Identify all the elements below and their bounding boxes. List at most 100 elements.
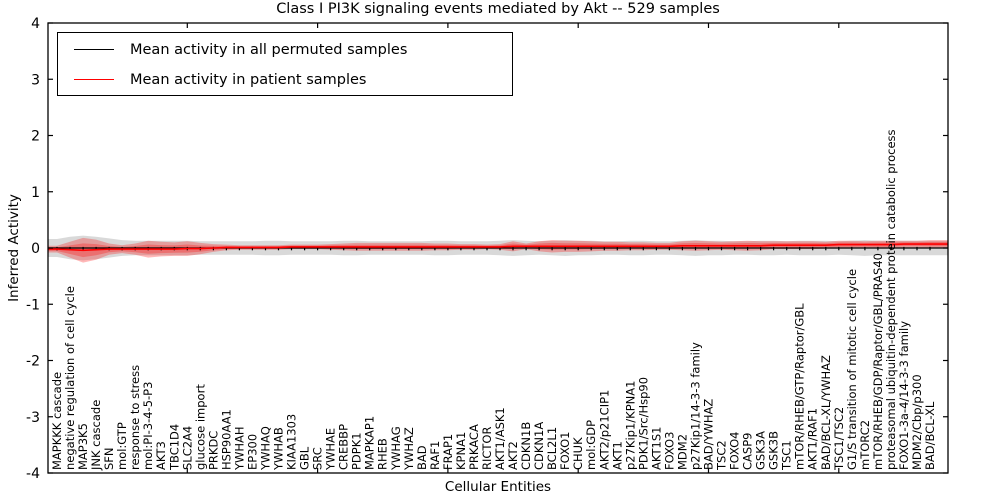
x-tick-label: YWHAQ xyxy=(258,426,272,471)
patient-spread-band xyxy=(48,237,948,263)
x-tick-label: RAF1 xyxy=(428,441,442,470)
x-tick-label: CHUK xyxy=(571,437,585,470)
permuted-marker xyxy=(629,246,631,251)
permuted-line-sample xyxy=(74,49,114,50)
x-tick-label: KPNA1 xyxy=(454,432,468,470)
permuted-marker xyxy=(903,246,905,251)
x-tick-label: CDKN1B xyxy=(519,422,533,470)
permuted-marker xyxy=(838,246,840,251)
x-tick-label: HSP90AA1 xyxy=(219,409,233,470)
permuted-marker xyxy=(916,246,918,251)
x-tick-label: AKT3 xyxy=(154,441,168,470)
permuted-marker xyxy=(877,246,879,251)
x-tick-label: AKT1/ASK1 xyxy=(493,407,507,470)
y-tick-label: -4 xyxy=(26,466,40,482)
permuted-marker xyxy=(890,246,892,251)
x-tick-label: FOXO1-3a-4/14-3-3 family xyxy=(897,321,911,470)
x-tick-label: MDM2 xyxy=(675,434,689,470)
x-tick-label: glucose import xyxy=(193,384,207,470)
permuted-marker xyxy=(734,246,736,251)
permuted-marker xyxy=(786,246,788,251)
x-tick-label: YWHAG xyxy=(389,426,403,471)
permuted-marker xyxy=(238,246,240,251)
permuted-marker xyxy=(447,246,449,251)
y-tick-label: 0 xyxy=(31,241,40,257)
permuted-marker xyxy=(681,246,683,251)
permuted-marker xyxy=(747,246,749,251)
legend-item-patient: Mean activity in patient samples xyxy=(58,66,512,93)
x-tick-label: GBL xyxy=(298,446,312,470)
x-tick-label: MDM2/Cbp/p300 xyxy=(910,374,924,470)
x-tick-label: YWHAB xyxy=(272,427,286,471)
permuted-marker xyxy=(525,246,527,251)
x-tick-label: p27Kip1/14-3-3 family xyxy=(688,342,702,470)
x-tick-label: KIAA1303 xyxy=(285,414,299,470)
x-tick-label: proteasomal ubiquitin-dependent protein … xyxy=(884,129,898,470)
permuted-marker xyxy=(356,246,358,251)
x-tick-label: RHEB xyxy=(376,438,390,470)
x-tick-label: YWHAE xyxy=(324,428,338,471)
permuted-marker xyxy=(812,246,814,251)
y-tick-label: 2 xyxy=(31,129,40,145)
x-tick-label: EP300 xyxy=(245,434,259,470)
x-tick-label: BAD/YWHAZ xyxy=(701,399,715,470)
permuted-marker xyxy=(82,246,84,251)
x-tick-label: FOXO3 xyxy=(662,432,676,470)
legend-item-permuted: Mean activity in all permuted samples xyxy=(58,36,512,63)
permuted-marker xyxy=(434,246,436,251)
permuted-marker xyxy=(590,246,592,251)
x-tick-label: TSC1/TSC2 xyxy=(832,407,846,471)
permuted-marker xyxy=(603,246,605,251)
permuted-marker xyxy=(277,246,280,251)
x-tick-label: mTORC2 xyxy=(858,420,872,470)
y-tick-label: -2 xyxy=(26,354,40,370)
permuted-marker xyxy=(577,246,579,251)
x-tick-label: mol:GTP xyxy=(115,422,129,470)
permuted-marker xyxy=(460,246,462,251)
x-axis-label: Cellular Entities xyxy=(444,479,552,495)
permuted-marker xyxy=(929,246,931,251)
x-tick-label: BAD/BCL-XL/YWHAZ xyxy=(819,355,833,470)
permuted-marker xyxy=(486,246,488,251)
x-tick-label: mol:PI-3-4-5-P3 xyxy=(141,382,155,470)
x-tick-label: PRKACA xyxy=(467,424,481,470)
x-tick-label: PDK1/Src/Hsp90 xyxy=(636,377,650,470)
permuted-marker xyxy=(69,246,71,251)
x-tick-label: GSK3B xyxy=(767,431,781,470)
x-tick-label: G1/S transition of mitotic cell cycle xyxy=(845,269,859,470)
axes-box xyxy=(47,22,949,474)
permuted-marker xyxy=(694,246,697,251)
x-tick-label: FRAP1 xyxy=(441,434,455,470)
permuted-marker xyxy=(343,246,345,251)
permuted-marker xyxy=(825,246,827,251)
x-tick-label: YWHAH xyxy=(232,426,246,471)
x-tick-label: GSK3A xyxy=(754,431,768,470)
x-tick-label: MAPKAP1 xyxy=(363,416,377,470)
permuted-marker xyxy=(512,246,514,251)
x-tick-label: PDPK1 xyxy=(350,432,364,470)
y-tick-label: -3 xyxy=(26,410,40,426)
permuted-marker xyxy=(642,246,644,251)
permuted-marker xyxy=(395,246,397,251)
x-tick-label: YWHAZ xyxy=(402,427,416,471)
y-tick-label: -1 xyxy=(26,297,40,313)
permuted-marker xyxy=(538,246,540,251)
x-tick-label: AKT2 xyxy=(506,441,520,470)
permuted-marker xyxy=(499,246,501,251)
permuted-marker xyxy=(369,246,371,251)
y-tick-label: 3 xyxy=(31,72,40,88)
permuted-marker xyxy=(95,246,97,251)
legend: Mean activity in all permuted samples Me… xyxy=(57,32,513,96)
permuted-marker xyxy=(317,246,319,251)
x-tick-label: p27Kip1/KPNA1 xyxy=(623,381,637,470)
x-tick-label: FOXO1 xyxy=(558,432,572,470)
x-tick-label: PRKDC xyxy=(206,431,220,470)
permuted-marker xyxy=(225,246,227,251)
x-tick-label: AKT1/RAF1 xyxy=(806,408,820,470)
x-tick-label: mTOR/RHEB/GTP/Raptor/GBL xyxy=(793,303,807,470)
x-tick-label: CDKN1A xyxy=(532,422,546,470)
permuted-marker xyxy=(264,246,267,251)
x-tick-label: negative regulation of cell cycle xyxy=(63,286,77,470)
